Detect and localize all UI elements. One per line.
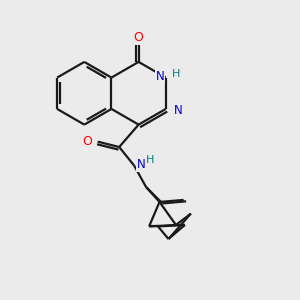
Text: N: N <box>155 70 164 83</box>
Text: H: H <box>146 155 155 165</box>
Text: N: N <box>136 158 145 171</box>
Text: H: H <box>172 69 180 79</box>
Text: N: N <box>174 104 183 117</box>
Text: O: O <box>134 31 144 44</box>
Text: O: O <box>82 135 92 148</box>
